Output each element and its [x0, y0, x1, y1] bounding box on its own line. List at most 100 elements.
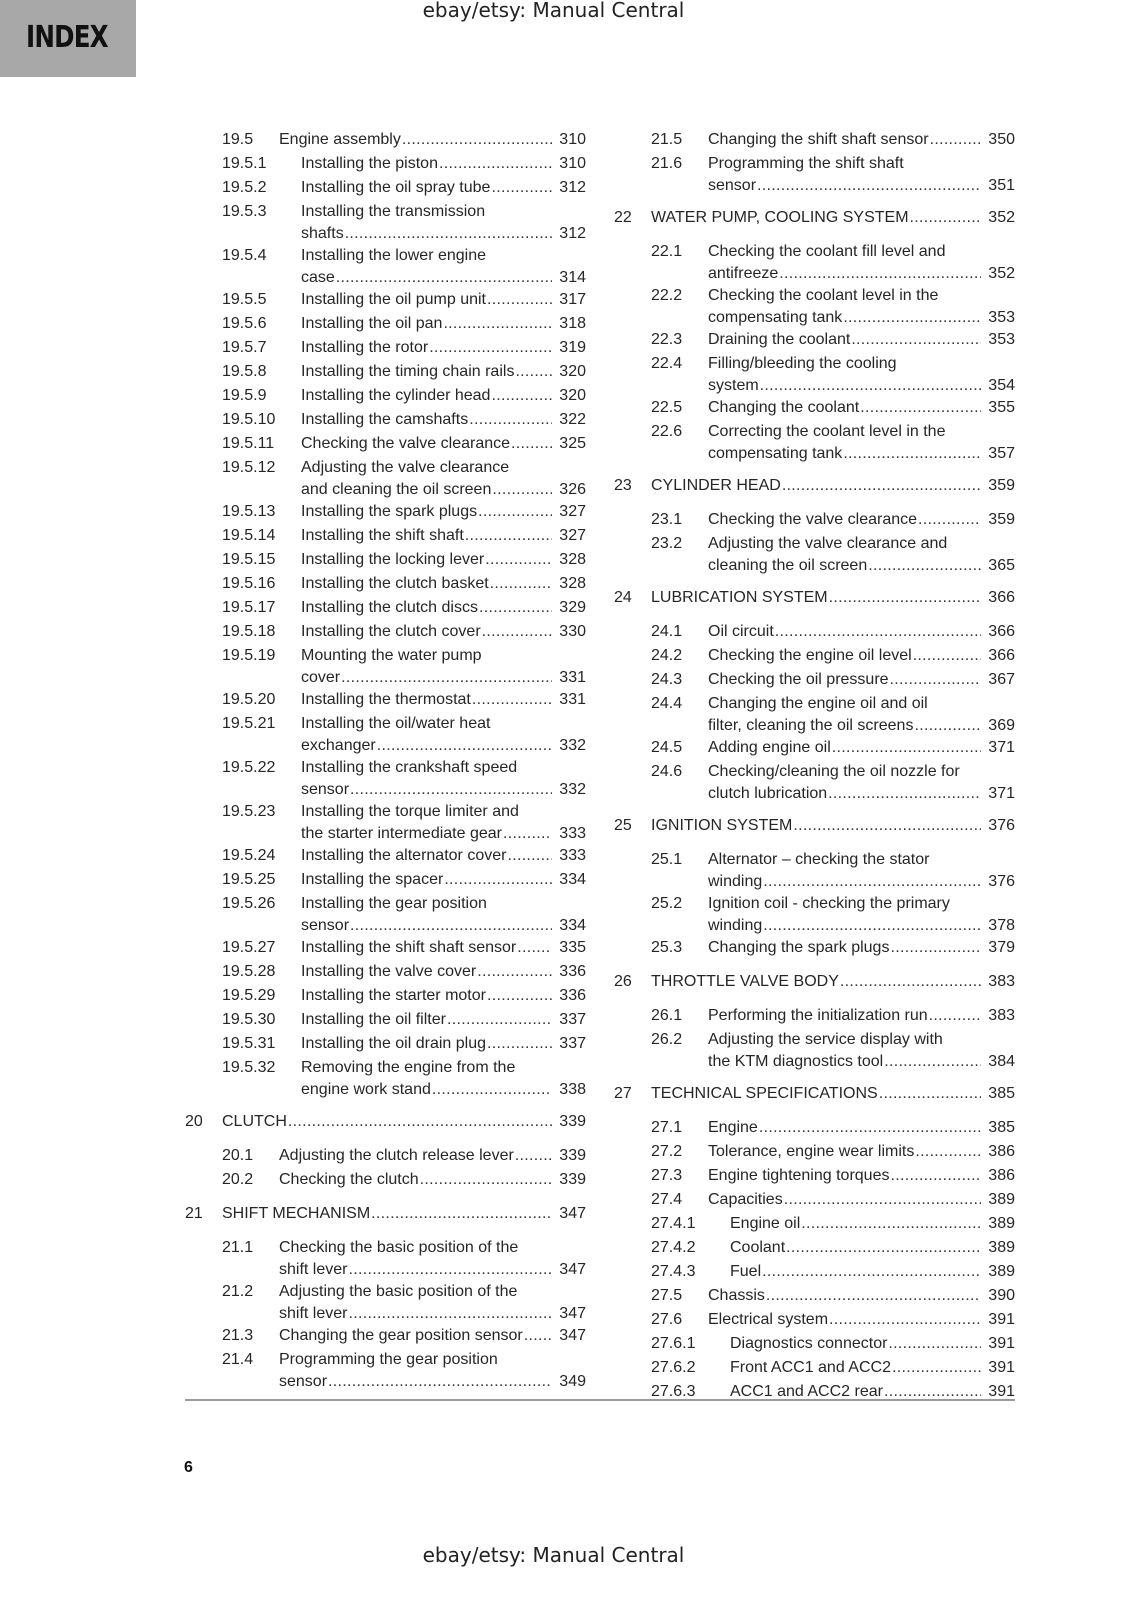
toc-entry[interactable]: 27.2 Tolerance, engine wear limits.......…: [614, 1140, 1015, 1164]
toc-entry[interactable]: 19.5.2 Installing the oil spray tube.....…: [185, 176, 586, 200]
toc-entry[interactable]: 27.6.2 Front ACC1 and ACC2...............…: [614, 1356, 1015, 1380]
toc-chapter-entry[interactable]: 26 THROTTLE VALVE BODY...................…: [614, 970, 1015, 994]
toc-entry[interactable]: 25.3 Changing the spark plugs............…: [614, 936, 1015, 960]
toc-right-column: 21.5 Changing the shift shaft sensor.....…: [614, 128, 1015, 1404]
toc-entry[interactable]: 19.5.22 Installing the crankshaft speed se…: [185, 756, 586, 800]
toc-entry[interactable]: 19.5.5 Installing the oil pump unit......…: [185, 288, 586, 312]
dot-leader: ........................................…: [801, 1215, 981, 1232]
toc-entry[interactable]: 25.2 Ignition coil - checking the primary…: [614, 892, 1015, 936]
toc-entry[interactable]: 20.2 Checking the clutch.................…: [185, 1168, 586, 1192]
toc-entry[interactable]: 19.5.9 Installing the cylinder head......…: [185, 384, 586, 408]
toc-entry[interactable]: 27.4 Capacities..........................…: [614, 1188, 1015, 1212]
toc-entry[interactable]: 22.4 Filling/bleeding the cooling system..…: [614, 352, 1015, 396]
dot-leader: ........................................…: [912, 647, 981, 664]
toc-entry[interactable]: 24.6 Checking/cleaning the oil nozzle for…: [614, 760, 1015, 804]
toc-chapter-entry[interactable]: 27 TECHNICAL SPECIFICATIONS..............…: [614, 1082, 1015, 1106]
toc-entry[interactable]: 27.6.1 Diagnostics connector.............…: [614, 1332, 1015, 1356]
toc-entry[interactable]: 27.5 Chassis.............................…: [614, 1284, 1015, 1308]
toc-entry[interactable]: 19.5.1 Installing the piston.............…: [185, 152, 586, 176]
toc-entry[interactable]: 19.5.8 Installing the timing chain rails.…: [185, 360, 586, 384]
toc-entry[interactable]: 24.2 Checking the engine oil level.......…: [614, 644, 1015, 668]
toc-entry[interactable]: 27.4.1 Engine oil........................…: [614, 1212, 1015, 1236]
toc-entry[interactable]: 19.5.26 Installing the gear position senso…: [185, 892, 586, 936]
toc-entry[interactable]: 25.1 Alternator – checking the stator wind…: [614, 848, 1015, 892]
toc-entry[interactable]: 26.2 Adjusting the service display with th…: [614, 1028, 1015, 1072]
toc-entry[interactable]: 19.5.14 Installing the shift shaft.......…: [185, 524, 586, 548]
toc-entry[interactable]: 19.5.4 Installing the lower engine case...…: [185, 244, 586, 288]
section-number: 19.5.1: [222, 155, 267, 172]
toc-entry[interactable]: 19.5.25 Installing the spacer............…: [185, 868, 586, 892]
toc-entry[interactable]: 22.1 Checking the coolant fill level and a…: [614, 240, 1015, 284]
toc-entry[interactable]: 27.1 Engine..............................…: [614, 1116, 1015, 1140]
toc-entry[interactable]: 26.1 Performing the initialization run...…: [614, 1004, 1015, 1028]
section-title: Electrical system: [708, 1311, 829, 1328]
toc-entry[interactable]: 22.3 Draining the coolant................…: [614, 328, 1015, 352]
dot-leader: ........................................…: [793, 817, 981, 834]
toc-entry[interactable]: 19.5.21 Installing the oil/water heat exch…: [185, 712, 586, 756]
toc-entry[interactable]: 19.5.16 Installing the clutch basket.....…: [185, 572, 586, 596]
toc-chapter-entry[interactable]: 24 LUBRICATION SYSTEM....................…: [614, 586, 1015, 610]
toc-chapter-entry[interactable]: 20 CLUTCH................................…: [185, 1110, 586, 1134]
toc-entry[interactable]: 19.5.7 Installing the rotor..............…: [185, 336, 586, 360]
section-number: 25.1: [651, 851, 683, 868]
toc-entry[interactable]: 19.5.3 Installing the transmission shafts.…: [185, 200, 586, 244]
page-reference: 354: [988, 376, 1015, 394]
toc-chapter-entry[interactable]: 21 SHIFT MECHANISM.......................…: [185, 1202, 586, 1226]
toc-entry[interactable]: 19.5.18 Installing the clutch cover......…: [185, 620, 586, 644]
toc-entry[interactable]: 21.5 Changing the shift shaft sensor.....…: [614, 128, 1015, 152]
section-title: Installing the oil pan: [301, 315, 443, 332]
section-number: 22.4: [651, 355, 683, 372]
toc-entry[interactable]: 21.3 Changing the gear position sensor...…: [185, 1324, 586, 1348]
toc-entry[interactable]: 19.5.6 Installing the oil pan............…: [185, 312, 586, 336]
toc-entry[interactable]: 21.4 Programming the gear position sensor.…: [185, 1348, 586, 1392]
page-reference: 326: [559, 480, 586, 498]
section-title: clutch lubrication: [708, 784, 828, 802]
toc-entry[interactable]: 24.5 Adding engine oil...................…: [614, 736, 1015, 760]
toc-entry[interactable]: 24.4 Changing the engine oil and oil filte…: [614, 692, 1015, 736]
toc-entry[interactable]: 19.5.20 Installing the thermostat........…: [185, 688, 586, 712]
section-title: ACC1 and ACC2 rear: [730, 1383, 883, 1400]
section-title: Installing the cylinder head: [301, 387, 491, 404]
toc-entry[interactable]: 19.5.24 Installing the alternator cover..…: [185, 844, 586, 868]
toc-entry[interactable]: 19.5.29 Installing the starter motor.....…: [185, 984, 586, 1008]
toc-entry[interactable]: 22.5 Changing the coolant................…: [614, 396, 1015, 420]
toc-entry[interactable]: 19.5.23 Installing the torque limiter and…: [185, 800, 586, 844]
page-reference: 352: [988, 209, 1015, 226]
toc-entry[interactable]: 19.5.10 Installing the camshafts.........…: [185, 408, 586, 432]
footer-divider: [185, 1399, 1015, 1401]
toc-entry[interactable]: 23.1 Checking the valve clearance........…: [614, 508, 1015, 532]
page-reference: 351: [988, 176, 1015, 194]
toc-entry[interactable]: 24.3 Checking the oil pressure...........…: [614, 668, 1015, 692]
toc-entry[interactable]: 19.5.31 Installing the oil drain plug....…: [185, 1032, 586, 1056]
toc-entry[interactable]: 27.6 Electrical system...................…: [614, 1308, 1015, 1332]
toc-entry[interactable]: 22.2 Checking the coolant level in the com…: [614, 284, 1015, 328]
toc-entry[interactable]: 19.5.30 Installing the oil filter........…: [185, 1008, 586, 1032]
toc-entry[interactable]: 19.5.32 Removing the engine from the engin…: [185, 1056, 586, 1100]
toc-entry[interactable]: 21.1 Checking the basic position of the sh…: [185, 1236, 586, 1280]
toc-entry[interactable]: 27.3 Engine tightening torques...........…: [614, 1164, 1015, 1188]
toc-entry[interactable]: 19.5.11 Checking the valve clearance.....…: [185, 432, 586, 456]
toc-entry[interactable]: 27.4.2 Coolant...........................…: [614, 1236, 1015, 1260]
toc-entry[interactable]: 21.2 Adjusting the basic position of the s…: [185, 1280, 586, 1324]
toc-entry[interactable]: 19.5.19 Mounting the water pump cover.....…: [185, 644, 586, 688]
toc-chapter-entry[interactable]: 22 WATER PUMP, COOLING SYSTEM............…: [614, 206, 1015, 230]
toc-entry[interactable]: 19.5.27 Installing the shift shaft sensor…: [185, 936, 586, 960]
toc-entry[interactable]: 19.5.17 Installing the clutch discs......…: [185, 596, 586, 620]
toc-entry[interactable]: 23.2 Adjusting the valve clearance and cle…: [614, 532, 1015, 576]
section-number: 19.5.7: [222, 339, 267, 356]
toc-entry[interactable]: 19.5.28 Installing the valve cover.......…: [185, 960, 586, 984]
toc-chapter-entry[interactable]: 25 IGNITION SYSTEM.......................…: [614, 814, 1015, 838]
toc-entry[interactable]: 19.5 Engine assembly.....................…: [185, 128, 586, 152]
page-reference: 389: [988, 1263, 1015, 1280]
toc-entry[interactable]: 24.1 Oil circuit.........................…: [614, 620, 1015, 644]
toc-entry[interactable]: 19.5.15 Installing the locking lever.....…: [185, 548, 586, 572]
toc-entry[interactable]: 19.5.12 Adjusting the valve clearance and …: [185, 456, 586, 500]
toc-entry[interactable]: 19.5.13 Installing the spark plugs.......…: [185, 500, 586, 524]
toc-entry[interactable]: 20.1 Adjusting the clutch release lever..…: [185, 1144, 586, 1168]
toc-chapter-entry[interactable]: 23 CYLINDER HEAD.........................…: [614, 474, 1015, 498]
toc-entry[interactable]: 21.6 Programming the shift shaft sensor...…: [614, 152, 1015, 196]
toc-entry[interactable]: 22.6 Correcting the coolant level in the c…: [614, 420, 1015, 464]
section-number: 22: [614, 209, 632, 226]
toc-entry[interactable]: 27.4.3 Fuel..............................…: [614, 1260, 1015, 1284]
toc-entry[interactable]: 27.6.3 ACC1 and ACC2 rear................…: [614, 1380, 1015, 1404]
